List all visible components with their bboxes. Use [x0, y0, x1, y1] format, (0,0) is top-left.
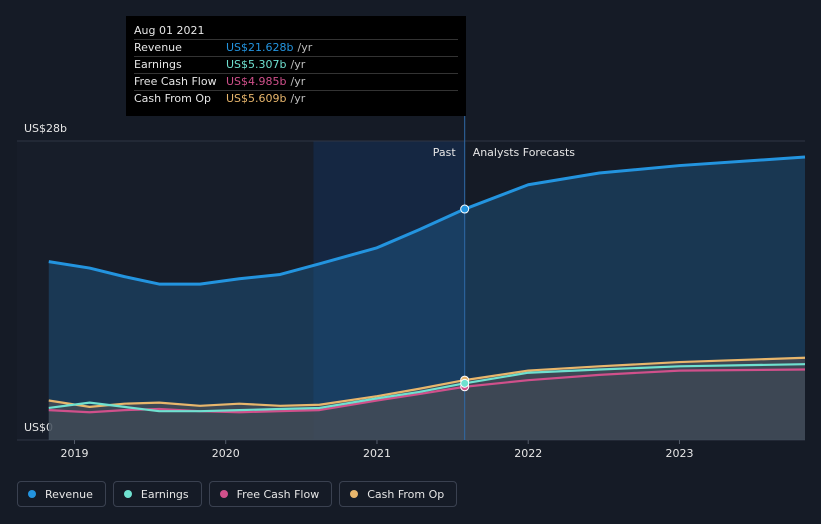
x-tick-label: 2021	[363, 447, 391, 460]
tooltip-unit: /yr	[291, 92, 306, 105]
past-label: Past	[433, 146, 457, 159]
series-line	[48, 368, 806, 414]
chart: US$0 US$28b 2019 2020 2021 2022 2023 Past Analys…	[17, 16, 806, 460]
tooltip-value-label: US$5.609b	[226, 92, 287, 105]
highlight-dot	[460, 378, 470, 388]
y-tick-label: US$28b	[24, 122, 67, 135]
tooltip-name: Revenue	[134, 41, 182, 54]
tooltip-unit: /yr	[291, 75, 306, 88]
series-line	[48, 363, 806, 413]
legend-item[interactable]: Cash From Op	[339, 481, 458, 507]
x-tick-label: 2020	[212, 447, 240, 460]
tooltip-unit: /yr	[291, 58, 306, 71]
legend-label: Cash From Op	[367, 487, 445, 501]
tooltip-value: US$5.307b/yr	[226, 58, 306, 71]
x-tick-label: 2022	[514, 447, 542, 460]
highlight-dot	[460, 204, 470, 214]
legend-item[interactable]: Revenue	[17, 481, 106, 507]
legend-item[interactable]: Free Cash Flow	[208, 481, 333, 507]
tooltip-title: Aug 01 2021	[134, 24, 204, 37]
tooltip-value: US$5.609b/yr	[226, 92, 306, 105]
legend-label: Earnings	[140, 487, 189, 501]
legend-swatch	[219, 490, 228, 498]
tooltip-name: Earnings	[134, 58, 182, 71]
tooltip: Aug 01 2021 Revenue US$21.628b/yr Earnings U…	[126, 16, 466, 116]
x-tick-label: 2023	[665, 447, 693, 460]
tooltip-box	[126, 16, 466, 116]
tooltip-value-label: US$4.985b	[226, 75, 287, 88]
tooltip-value-label: US$5.307b	[226, 58, 287, 71]
forecast-label: Analysts Forecasts	[473, 146, 576, 159]
y-tick-label: US$0	[24, 421, 53, 434]
tooltip-name: Free Cash Flow	[134, 75, 217, 88]
tooltip-value: US$4.985b/yr	[226, 75, 306, 88]
tooltip-name: Cash From Op	[134, 92, 211, 105]
legend-item[interactable]: Earnings	[112, 481, 202, 507]
series-line	[48, 155, 806, 286]
legend: Revenue Earnings Free Cash Flow Cash From O…	[17, 481, 458, 507]
x-tick-label: 2019	[60, 447, 88, 460]
tooltip-value-label: US$21.628b	[226, 41, 294, 54]
legend-swatch	[123, 490, 132, 498]
tooltip-value: US$21.628b/yr	[226, 41, 313, 54]
tooltip-unit: /yr	[298, 41, 313, 54]
legend-swatch	[28, 490, 36, 498]
legend-label: Free Cash Flow	[236, 487, 320, 501]
legend-swatch	[350, 490, 359, 498]
lower-area	[48, 357, 805, 440]
legend-label: Revenue	[45, 487, 93, 501]
series-line	[48, 356, 806, 408]
